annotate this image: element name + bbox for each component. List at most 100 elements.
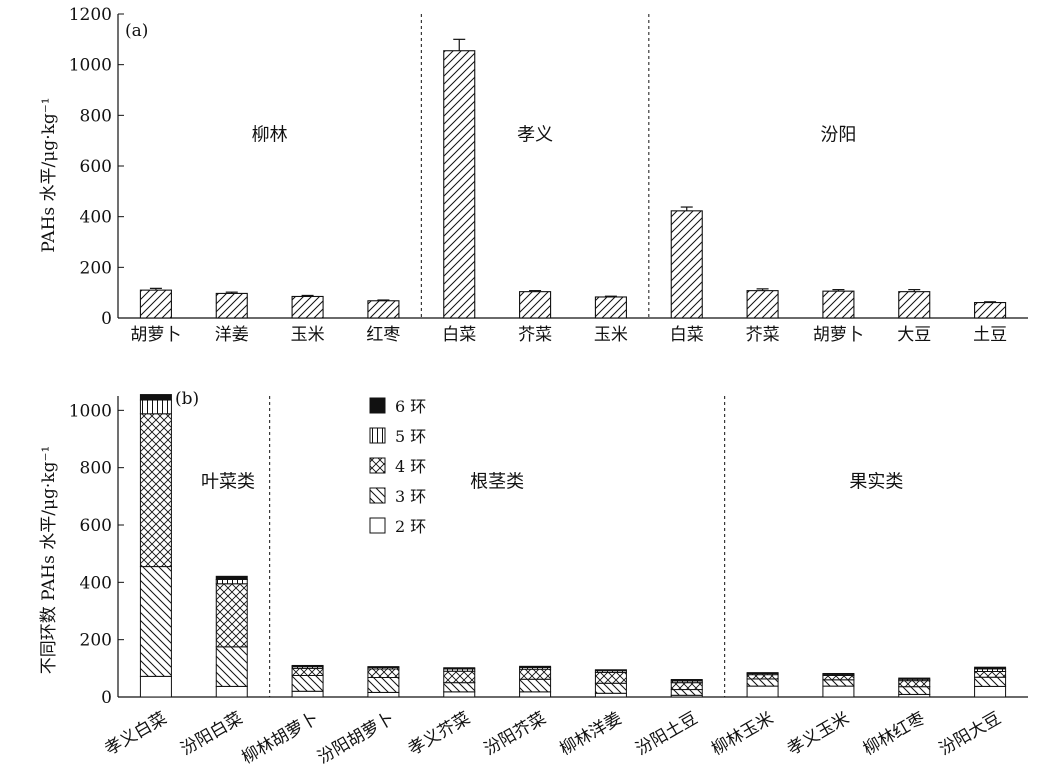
panel-b-category-label: 孝义玉米 bbox=[784, 708, 853, 759]
panel-a-category-label: 白菜 bbox=[442, 325, 476, 345]
panel-b-y-axis-label: 不同环数 PAHs 水平/μg·kg⁻¹ bbox=[39, 446, 59, 675]
panel-b-bar-segment bbox=[291, 664, 324, 668]
panel-b-bar-segment bbox=[746, 678, 779, 687]
panel-a-region-label: 汾阳 bbox=[820, 125, 856, 146]
panel-b-bar-segment bbox=[519, 665, 552, 668]
panel-b-bar-segment bbox=[746, 672, 779, 674]
legend-swatch bbox=[369, 427, 386, 444]
panel-a-y-tick-label: 800 bbox=[80, 106, 112, 126]
panel-b-bar-segment bbox=[139, 399, 172, 415]
panel-b-y-tick-label: 0 bbox=[101, 688, 112, 708]
panel-b-category-label: 孝义白菜 bbox=[102, 708, 171, 759]
panel-b-bar-segment bbox=[215, 575, 248, 580]
legend-swatch bbox=[369, 457, 386, 474]
panel-b-bar-segment bbox=[367, 691, 400, 698]
panel-a-category-label: 洋姜 bbox=[215, 325, 249, 345]
panel-b-axes: 0 200 400 600 800 1000 bbox=[69, 396, 1028, 708]
panel-b-bar-segment bbox=[670, 682, 703, 691]
panel-b-bar-segment bbox=[443, 667, 476, 670]
panel-a-bar bbox=[974, 301, 1007, 319]
panel-a-bar bbox=[519, 291, 552, 319]
panel-b-bar-segment bbox=[974, 666, 1007, 670]
panel-b-bar-segment bbox=[746, 674, 779, 680]
panel-a-bar bbox=[443, 50, 476, 319]
panel-b-bar-segment bbox=[898, 680, 931, 688]
panel-b-bar-segment bbox=[443, 691, 476, 698]
panel-b-bar-segment bbox=[139, 413, 172, 568]
panel-b-y-tick-label: 600 bbox=[80, 516, 112, 536]
panel-a-category-label: 红枣 bbox=[366, 325, 400, 345]
panel-b-bar-segment bbox=[139, 566, 172, 677]
panel-b-group-label: 果实类 bbox=[849, 472, 903, 493]
panel-a-bar bbox=[822, 290, 855, 319]
panel-b-bar-segment bbox=[974, 685, 1007, 698]
panel-a-y-tick-label: 200 bbox=[80, 258, 112, 278]
panel-b-y-tick-label: 800 bbox=[80, 459, 112, 479]
panel-a-y-tick-label: 1000 bbox=[69, 56, 112, 76]
panel-a-category-label: 白菜 bbox=[670, 325, 704, 345]
panel-b-bars bbox=[139, 394, 1007, 698]
panel-a-category-label: 玉米 bbox=[291, 325, 325, 345]
panel-a-bar bbox=[898, 291, 931, 319]
panel-b-bar-segment bbox=[367, 677, 400, 693]
panel-b-bar-segment bbox=[974, 676, 1007, 687]
panel-b-category-label: 汾阳芥菜 bbox=[481, 708, 550, 759]
panel-b-y-tick-label: 200 bbox=[80, 631, 112, 651]
panel-a-bar bbox=[367, 300, 400, 319]
panel-a-y-tick-label: 600 bbox=[80, 157, 112, 177]
panel-b-category-label: 柳林胡萝卜 bbox=[238, 708, 322, 768]
panel-b-category-label: 汾阳白菜 bbox=[177, 708, 246, 759]
panel-a-category-label: 大豆 bbox=[897, 325, 931, 345]
panel-b-bar-segment bbox=[670, 689, 703, 696]
panel-a-axes: 0 200 400 600 800 1000 1200 bbox=[69, 5, 1028, 329]
panel-b-bar-segment bbox=[443, 682, 476, 693]
panel-b-group-label: 叶菜类 bbox=[201, 472, 255, 493]
panel-b-y-tick-label: 400 bbox=[80, 573, 112, 593]
legend-label: 5 环 bbox=[395, 427, 426, 446]
panel-b-bar-segment bbox=[139, 394, 172, 401]
panel-b-group-label: 根茎类 bbox=[470, 472, 524, 493]
panel-b-bar-segment bbox=[898, 677, 931, 680]
panel-b-bar-segment bbox=[594, 671, 627, 684]
panel-b-bar-segment bbox=[291, 690, 324, 698]
panel-b-bar-segment bbox=[519, 691, 552, 698]
panel-b-category-label: 孝义芥菜 bbox=[405, 708, 474, 759]
panel-b-bar-segment bbox=[746, 685, 779, 698]
panel-b: (b) 不同环数 PAHs 水平/μg·kg⁻¹ 0 200 400 600 800 10… bbox=[39, 389, 1028, 768]
panel-b-label: (b) bbox=[175, 389, 199, 409]
panel-b-bar-segment bbox=[215, 685, 248, 698]
panel-b-y-tick-label: 1000 bbox=[69, 401, 112, 421]
panel-b-category-label: 汾阳土豆 bbox=[632, 708, 701, 759]
legend-label: 6 环 bbox=[395, 397, 426, 416]
panel-a: (a) PAHs 水平/μg·kg⁻¹ 0 200 400 600 800 1000 120… bbox=[39, 5, 1028, 345]
panel-a-bar bbox=[670, 210, 703, 319]
panel-b-bar-segment bbox=[291, 667, 324, 676]
panel-b-bar-segment bbox=[822, 675, 855, 681]
panel-a-category-label: 胡萝卜 bbox=[813, 325, 864, 345]
panel-a-label: (a) bbox=[125, 21, 148, 41]
panel-a-bars bbox=[139, 38, 1007, 319]
panel-a-y-tick-label: 1200 bbox=[69, 5, 112, 25]
panel-b-bar-segment bbox=[139, 675, 172, 698]
panel-a-bar bbox=[139, 289, 172, 319]
panel-b-bar-segment bbox=[215, 583, 248, 648]
panel-b-bar-segment bbox=[822, 685, 855, 698]
legend-swatch bbox=[369, 487, 386, 504]
panel-b-bar-segment bbox=[443, 670, 476, 684]
panel-b-bar-segment bbox=[594, 692, 627, 698]
panel-a-category-label: 玉米 bbox=[594, 325, 628, 345]
panel-b-bar-segment bbox=[898, 686, 931, 695]
panel-b-bar-segment bbox=[215, 578, 248, 585]
panel-a-y-tick-label: 0 bbox=[101, 309, 112, 329]
panel-b-bar-segment bbox=[215, 646, 248, 687]
panel-a-category-label: 土豆 bbox=[973, 325, 1007, 345]
panel-a-category-label: 胡萝卜 bbox=[130, 325, 181, 345]
legend-label: 3 环 bbox=[395, 487, 426, 506]
panel-a-category-label: 芥菜 bbox=[746, 325, 780, 345]
panel-b-bar-segment bbox=[367, 668, 400, 679]
panel-b-bar-segment bbox=[822, 672, 855, 675]
panel-b-bar-segment bbox=[367, 666, 400, 668]
